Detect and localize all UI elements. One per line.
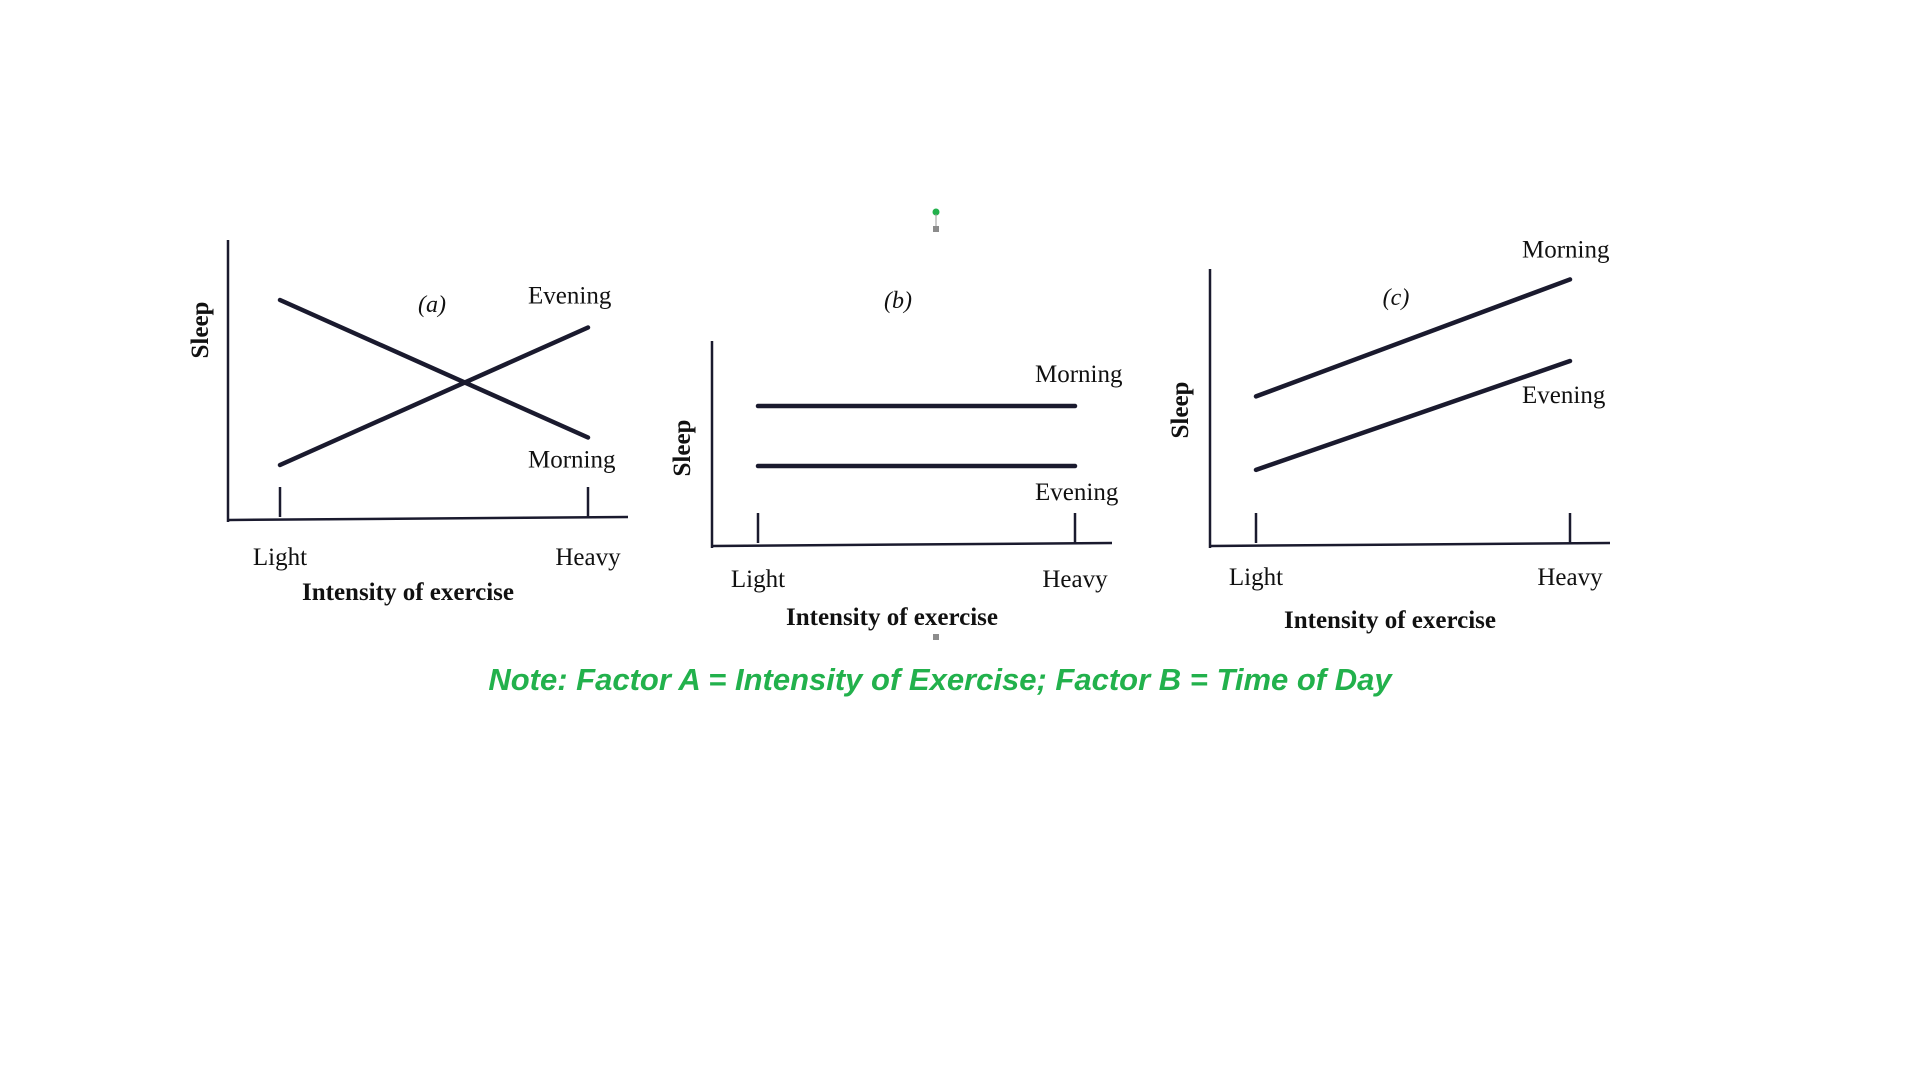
x-axis <box>1209 541 1611 548</box>
series-label-evening: Evening <box>528 283 612 310</box>
y-axis-title: Sleep <box>1167 382 1194 439</box>
selection-handles[interactable] <box>932 208 940 641</box>
series-line-morning <box>277 297 591 440</box>
panel-label: (a) <box>418 292 446 318</box>
x-axis <box>227 515 629 522</box>
y-axis-title: Sleep <box>669 420 696 477</box>
x-tick-label-heavy: Heavy <box>1537 564 1603 591</box>
panel-label: (b) <box>884 288 912 314</box>
factor-note: Note: Factor A = Intensity of Exercise; … <box>488 662 1392 697</box>
series-label-morning: Morning <box>1035 361 1123 388</box>
series-label-morning: Morning <box>1522 236 1610 263</box>
series-line-evening <box>1253 358 1573 473</box>
x-tick-label-heavy: Heavy <box>555 544 621 571</box>
x-tick-label-light: Light <box>1229 564 1283 591</box>
bottom-resize-handle[interactable] <box>933 634 939 640</box>
x-axis-title: Intensity of exercise <box>302 579 514 606</box>
series-label-evening: Evening <box>1035 479 1119 506</box>
x-axis-title: Intensity of exercise <box>786 604 998 631</box>
series-line-evening <box>277 325 591 468</box>
chart-panel-1: Light Heavy Morning Evening (a) Sleep Intensit… <box>187 240 629 606</box>
series-line-morning <box>1253 277 1573 399</box>
x-axis <box>711 541 1113 548</box>
chart-panel-2: Light Heavy Morning Evening (b) Sleep Intensit… <box>669 288 1123 631</box>
top-resize-handle[interactable] <box>933 226 939 232</box>
x-tick-label-heavy: Heavy <box>1042 566 1108 593</box>
y-axis-title: Sleep <box>187 302 214 359</box>
chart-panel-3: Light Heavy Morning Evening (c) Sleep Intensit… <box>1167 236 1611 634</box>
x-tick-label-light: Light <box>253 544 307 571</box>
panel-label: (c) <box>1383 285 1410 311</box>
series-label-evening: Evening <box>1522 382 1606 409</box>
x-tick-label-light: Light <box>731 566 785 593</box>
rotation-handle[interactable] <box>932 208 940 216</box>
series-label-morning: Morning <box>528 447 616 474</box>
x-axis-title: Intensity of exercise <box>1284 607 1496 634</box>
